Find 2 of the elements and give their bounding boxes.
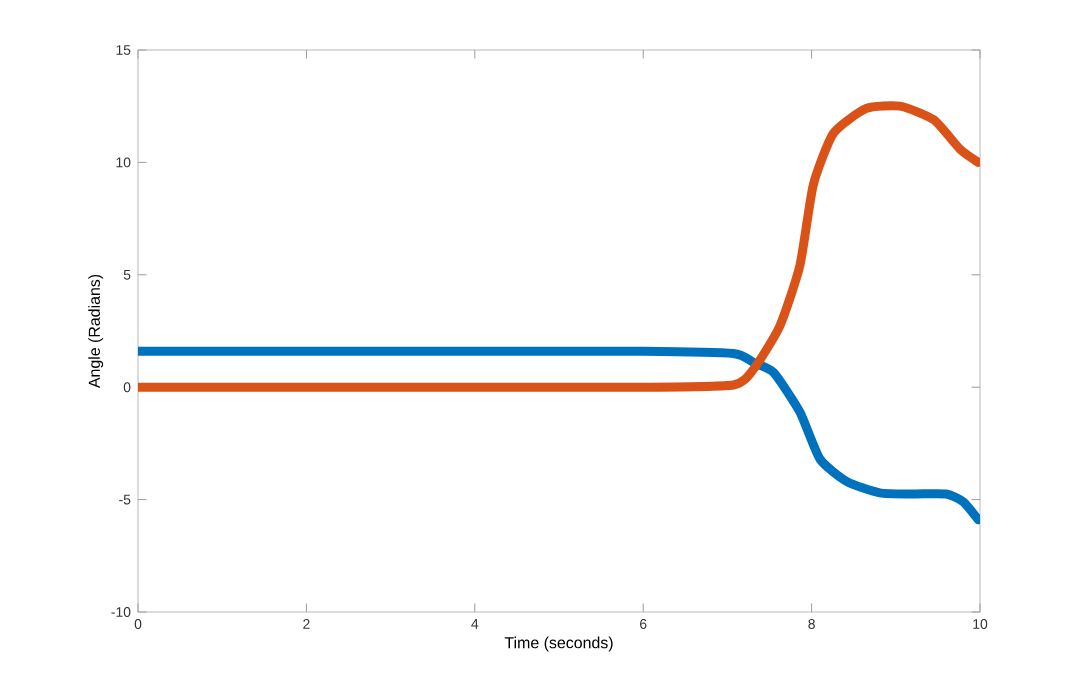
line-series xyxy=(138,346,981,525)
line-series xyxy=(138,101,981,392)
